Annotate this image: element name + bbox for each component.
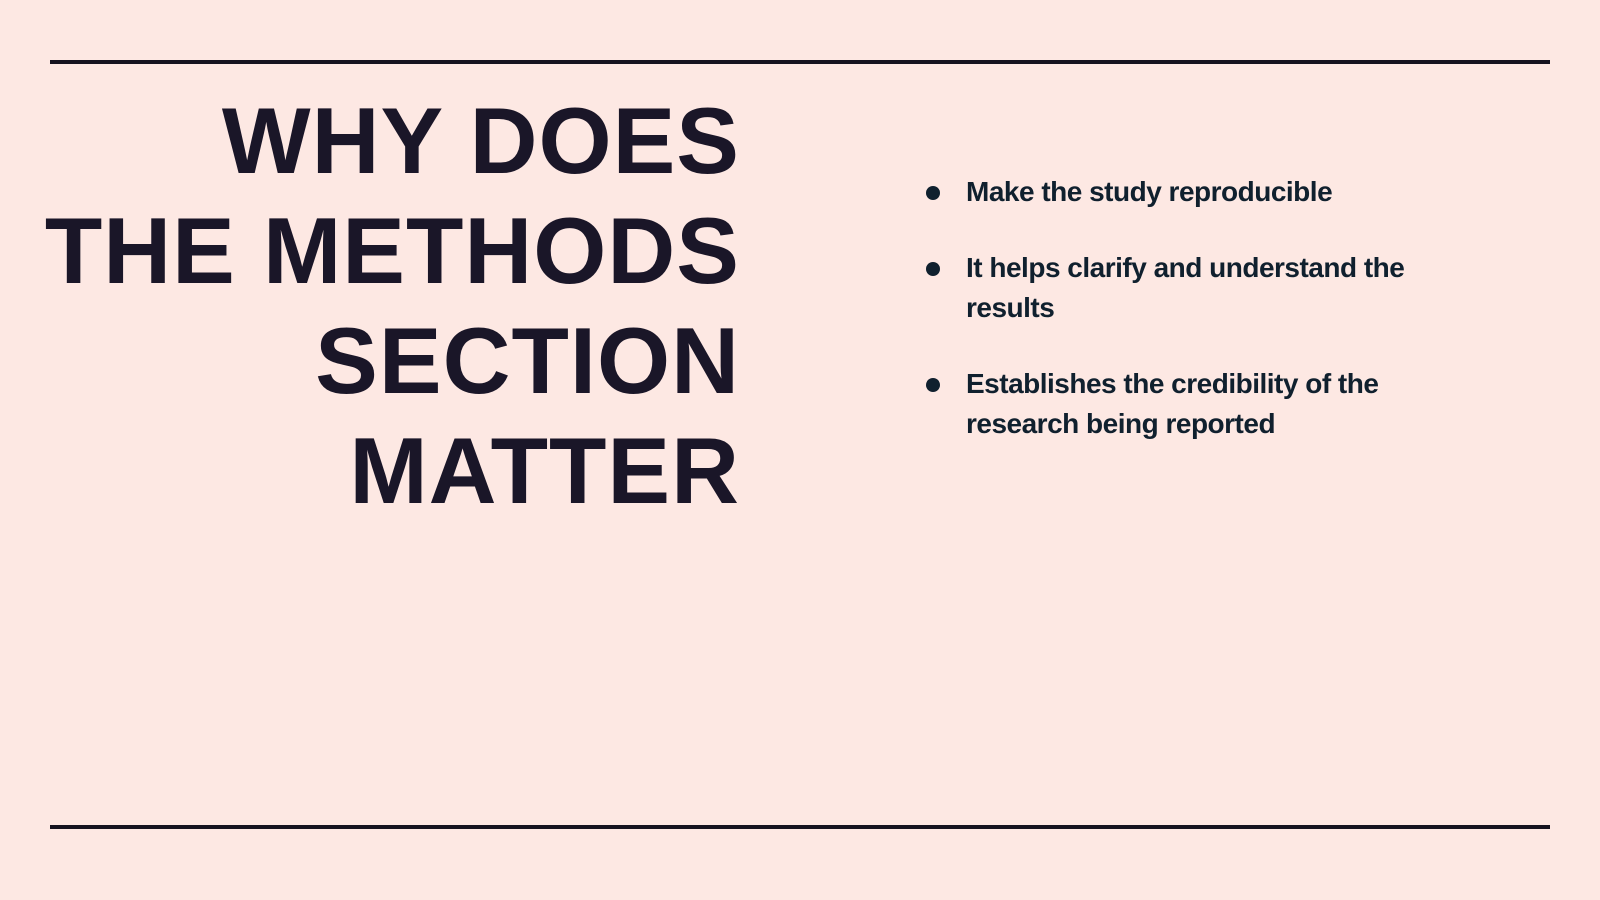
bullet-dot-icon	[926, 262, 940, 276]
bullet-list: Make the study reproducible It helps cla…	[922, 172, 1462, 480]
title-line: WHY DOES	[221, 88, 740, 193]
bottom-divider	[50, 825, 1550, 829]
bullet-item: It helps clarify and understand the resu…	[922, 248, 1462, 328]
bullet-item: Establishes the credibility of the resea…	[922, 364, 1462, 444]
bullet-text: Establishes the credibility of the resea…	[966, 368, 1379, 439]
top-divider	[50, 60, 1550, 64]
title-line: THE METHODS	[44, 198, 740, 303]
title-line: SECTION	[315, 308, 740, 413]
bullet-dot-icon	[926, 186, 940, 200]
bullet-text: Make the study reproducible	[966, 176, 1333, 207]
bullet-text: It helps clarify and understand the resu…	[966, 252, 1405, 323]
title-line: MATTER	[349, 418, 740, 523]
bullet-item: Make the study reproducible	[922, 172, 1462, 212]
bullet-dot-icon	[926, 378, 940, 392]
slide-title: WHY DOES THE METHODS SECTION MATTER	[0, 86, 740, 526]
